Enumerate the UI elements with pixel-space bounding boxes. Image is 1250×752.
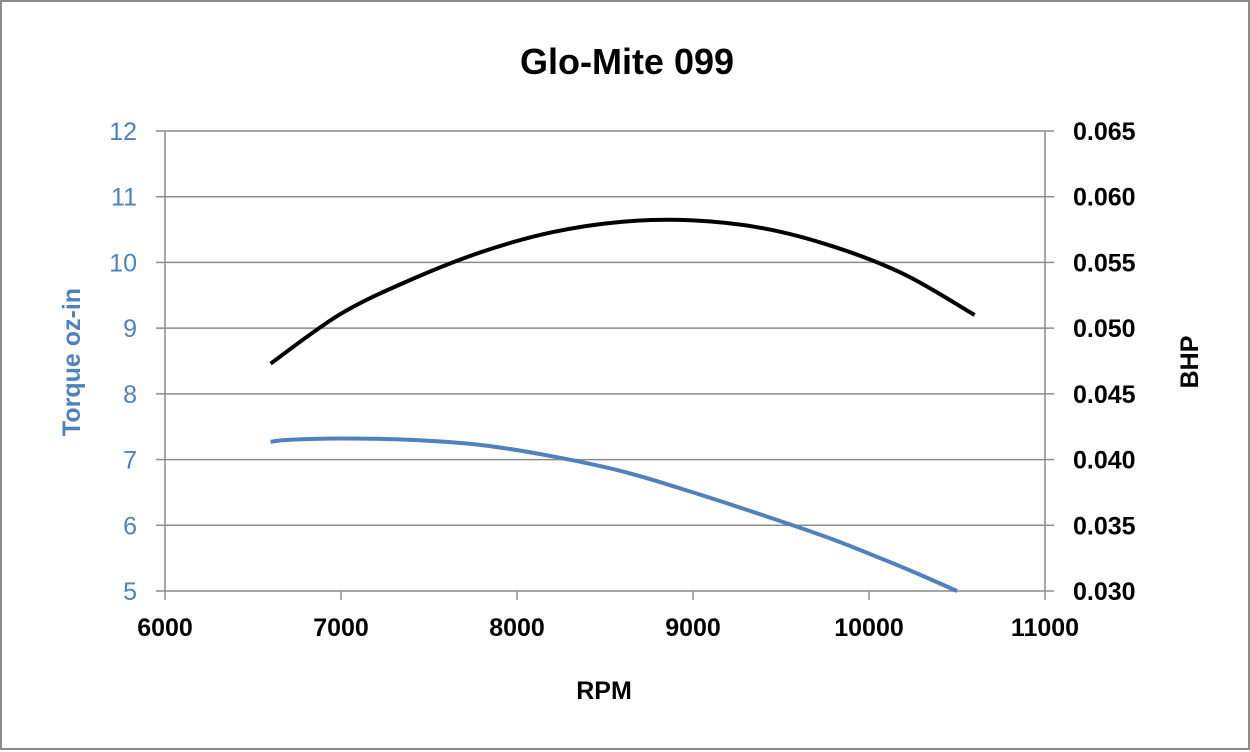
y-right-tick-label: 0.060 bbox=[1073, 184, 1136, 212]
y-right-tick-label: 0.045 bbox=[1073, 381, 1136, 409]
y-right-axis-title: BHP bbox=[1176, 336, 1204, 389]
x-tick-label: 8000 bbox=[489, 614, 545, 642]
torque-series-line bbox=[270, 436, 958, 593]
gridlines bbox=[165, 130, 1045, 592]
x-tick-label: 10000 bbox=[834, 614, 904, 642]
x-axis-title: RPM bbox=[576, 677, 632, 705]
y-right-tick-label: 0.035 bbox=[1073, 512, 1136, 540]
y-right-tick-label: 0.040 bbox=[1073, 447, 1136, 475]
bhp-series-line bbox=[269, 217, 976, 366]
y-left-tick-label: 11 bbox=[111, 184, 137, 212]
y-left-tick-label: 10 bbox=[109, 249, 137, 277]
axes bbox=[156, 130, 1054, 600]
y-left-tick-label: 7 bbox=[123, 447, 137, 475]
y-right-tick-label: 0.055 bbox=[1073, 249, 1136, 277]
y-left-tick-label: 9 bbox=[123, 315, 137, 343]
y-left-tick-label: 8 bbox=[123, 381, 137, 409]
y-left-axis-title: Torque oz-in bbox=[58, 288, 86, 436]
y-left-tick-label: 12 bbox=[109, 118, 137, 146]
x-tick-label: 6000 bbox=[137, 614, 193, 642]
y-right-tick-label: 0.030 bbox=[1073, 578, 1136, 606]
series-layer bbox=[269, 217, 976, 593]
y-left-tick-label: 5 bbox=[123, 578, 137, 606]
x-tick-label: 9000 bbox=[665, 614, 721, 642]
y-right-tick-label: 0.050 bbox=[1073, 315, 1136, 343]
y-right-tick-label: 0.065 bbox=[1073, 118, 1136, 146]
x-tick-label: 7000 bbox=[313, 614, 369, 642]
x-tick-label: 11000 bbox=[1011, 614, 1079, 642]
chart-title: Glo-Mite 099 bbox=[520, 41, 734, 82]
y-left-tick-label: 6 bbox=[123, 512, 137, 540]
